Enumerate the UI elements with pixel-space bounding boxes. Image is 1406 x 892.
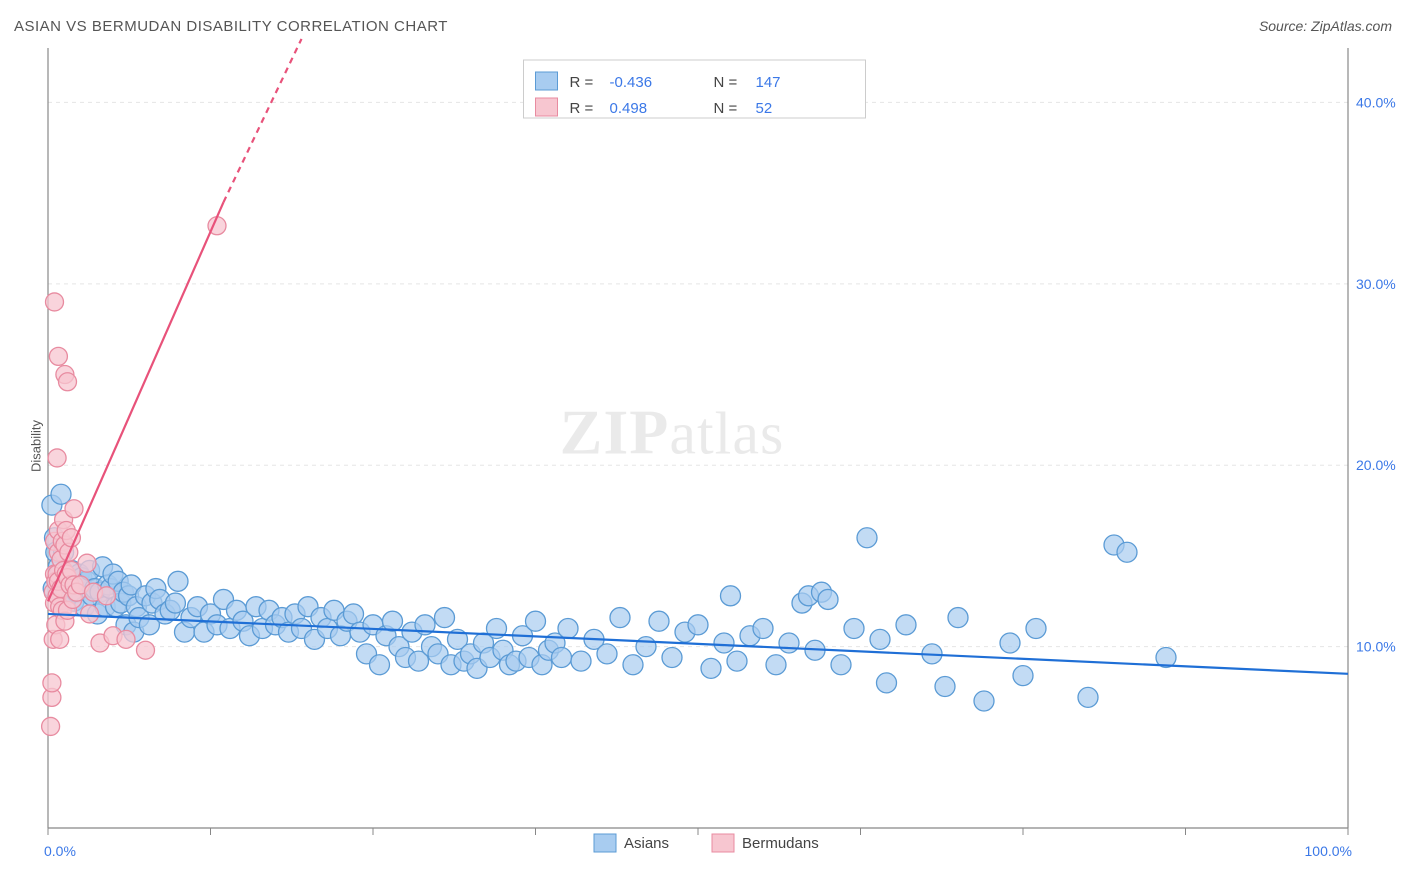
asian-point xyxy=(935,677,955,697)
asian-point xyxy=(844,618,864,638)
asian-point xyxy=(1013,666,1033,686)
asian-point xyxy=(610,608,630,628)
x-tick-label: 100.0% xyxy=(1305,843,1352,859)
y-tick-label: 40.0% xyxy=(1356,94,1396,110)
y-tick-label: 10.0% xyxy=(1356,639,1396,655)
bermudan-point xyxy=(43,674,61,692)
asian-point xyxy=(701,658,721,678)
asian-point xyxy=(753,618,773,638)
bermudan-point xyxy=(78,554,96,572)
bermudan-trend-line xyxy=(48,202,224,601)
stats-n-label: N = xyxy=(714,74,738,91)
asian-point xyxy=(370,655,390,675)
asian-point xyxy=(1000,633,1020,653)
chart-title: ASIAN VS BERMUDAN DISABILITY CORRELATION… xyxy=(14,18,448,35)
bermudan-point xyxy=(48,449,66,467)
asian-point xyxy=(721,586,741,606)
stats-r-label: R = xyxy=(570,100,594,117)
bermudan-point xyxy=(65,500,83,518)
asian-point xyxy=(383,611,403,631)
bermudan-point xyxy=(49,347,67,365)
asian-point xyxy=(636,637,656,657)
legend-label: Asians xyxy=(624,835,669,852)
correlation-chart: 0.0% 100.0% 10.0% 20.0% 30.0% 40.0% ZIPatlas R … xyxy=(0,0,1406,892)
stats-swatch xyxy=(536,72,558,90)
legend-label: Bermudans xyxy=(742,835,819,852)
bermudan-point xyxy=(117,630,135,648)
bermudan-point xyxy=(51,630,69,648)
asian-point xyxy=(526,611,546,631)
asian-point xyxy=(558,618,578,638)
asian-point xyxy=(1078,687,1098,707)
asian-point xyxy=(831,655,851,675)
asian-point xyxy=(877,673,897,693)
stats-r-value: 0.498 xyxy=(610,100,648,117)
x-tick-label: 0.0% xyxy=(44,843,76,859)
asian-point xyxy=(623,655,643,675)
y-axis-label: Disability xyxy=(29,420,44,472)
watermark: ZIPatlas xyxy=(560,397,785,468)
asian-point xyxy=(1117,542,1137,562)
asian-point xyxy=(1026,618,1046,638)
stats-n-value: 147 xyxy=(756,74,781,91)
asian-point xyxy=(857,528,877,548)
bermudan-point xyxy=(98,587,116,605)
stats-swatch xyxy=(536,98,558,116)
asian-point xyxy=(662,647,682,667)
asian-point xyxy=(165,593,185,613)
stats-n-value: 52 xyxy=(756,100,773,117)
asian-point xyxy=(714,633,734,653)
legend-swatch xyxy=(594,834,616,852)
bermudan-point xyxy=(46,293,64,311)
asian-point xyxy=(779,633,799,653)
bermudan-point xyxy=(137,641,155,659)
bermudan-trend-dashed xyxy=(224,39,302,202)
source-label: Source: ZipAtlas.com xyxy=(1259,18,1392,34)
stats-r-label: R = xyxy=(570,74,594,91)
y-tick-label: 30.0% xyxy=(1356,276,1396,292)
bermudan-point xyxy=(42,717,60,735)
bermudan-point xyxy=(81,605,99,623)
asian-point xyxy=(727,651,747,671)
asian-point xyxy=(597,644,617,664)
asian-point xyxy=(688,615,708,635)
asian-point xyxy=(896,615,916,635)
asian-point xyxy=(435,608,455,628)
asian-point xyxy=(974,691,994,711)
bermudan-point xyxy=(59,373,77,391)
legend-swatch xyxy=(712,834,734,852)
asian-point xyxy=(948,608,968,628)
stats-n-label: N = xyxy=(714,100,738,117)
asian-point xyxy=(870,629,890,649)
asian-point xyxy=(552,647,572,667)
asian-point xyxy=(571,651,591,671)
asian-point xyxy=(168,571,188,591)
stats-r-value: -0.436 xyxy=(610,74,653,91)
asian-point xyxy=(344,604,364,624)
asian-point xyxy=(766,655,786,675)
y-tick-label: 20.0% xyxy=(1356,457,1396,473)
asian-point xyxy=(818,589,838,609)
asian-point xyxy=(649,611,669,631)
